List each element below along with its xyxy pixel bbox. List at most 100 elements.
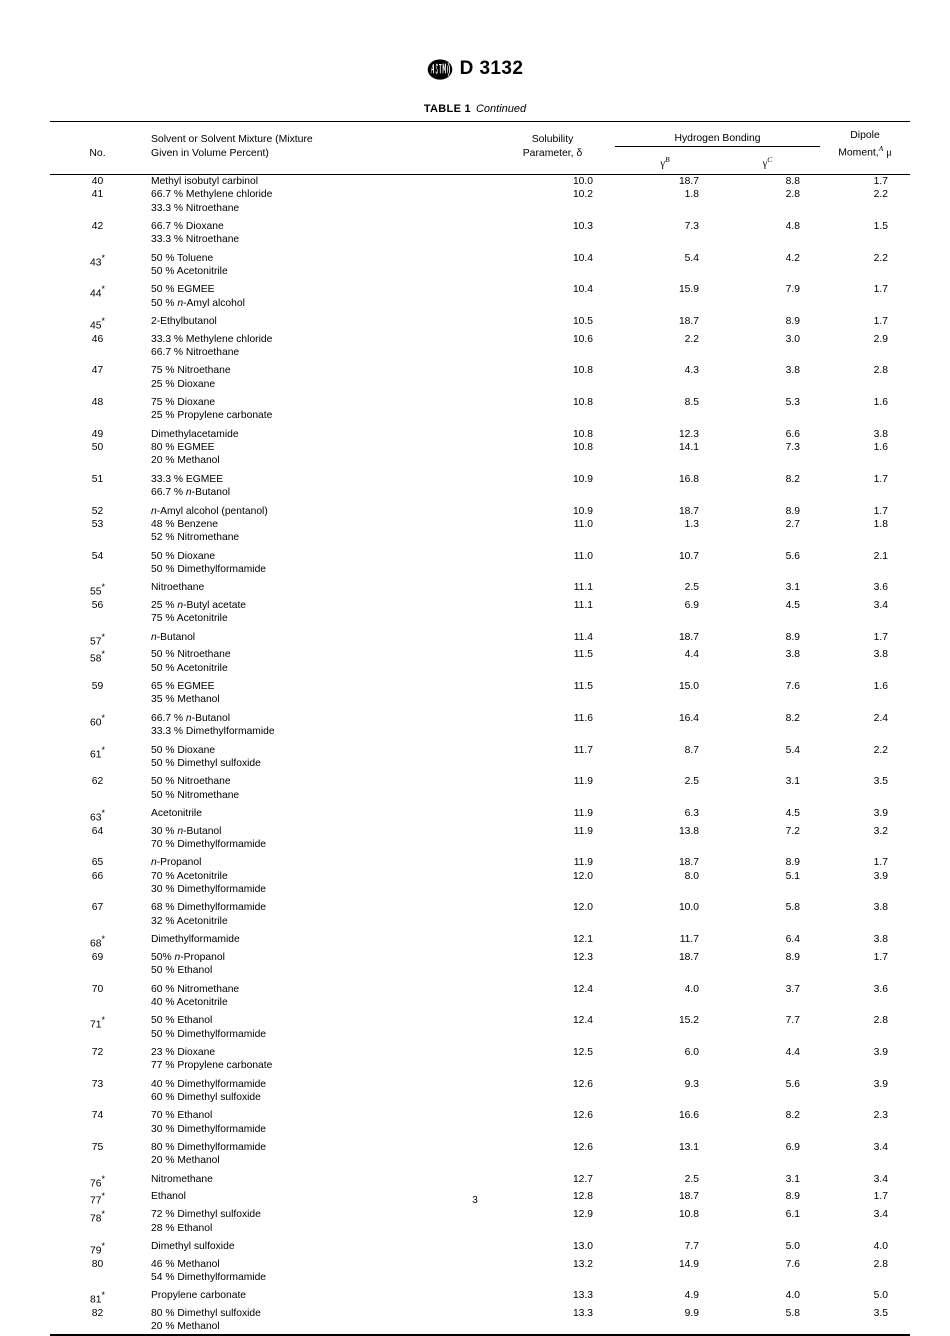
cell-gamma-b: 15.0 [678,681,699,693]
cell-solvent: 33.3 % EGMEE 66.7 % n-Butanol [145,468,490,500]
header-row-group: No. Solvent or Solvent Mixture (Mixture … [50,129,910,159]
table-row: 73 40 % Dimethylformamide 60 % Dimethyl su… [50,1073,910,1105]
cell-dipole-moment: 1.7 [873,951,888,963]
cell-gamma-c: 7.6 [785,681,800,693]
cell-gamma-b: 2.2 [684,333,699,345]
table-row: 60* 66.7 % n-Butanol 33.3 % Dimethylformam… [50,707,910,739]
cell-dipole-moment: 1.7 [873,315,888,327]
solvent-line-1: Nitromethane [151,1173,213,1185]
cell-dipole-moment: 3.9 [873,1046,888,1058]
solvent-line-1: 33.3 % Methylene chloride [151,333,273,345]
cell-number: 68* [90,934,105,950]
solvent-line-1: 50 % EGMEE [151,284,215,296]
table-header-rule [50,173,910,175]
cell-gamma-b: 8.7 [684,744,699,756]
cell-number: 73 [91,1078,104,1090]
cell-dipole-moment: 1.7 [873,284,888,296]
cell-solvent: 80 % Dimethylformamide 20 % Methanol [145,1136,490,1168]
cell-number: 66 [91,870,104,882]
solvent-header-line2: Given in Volume Percent) [151,147,269,159]
cell-number: 53 [91,518,104,530]
table-row: 55* Nitroethane 11.1 2.5 3.1 3.6 [50,576,910,599]
table-row: 67 68 % Dimethylformamide 32 % Acetonitril… [50,896,910,928]
solvent-line-1: 50% n-Propanol [151,951,225,963]
cell-solubility-parameter: 11.7 [573,744,593,756]
cell-solubility-parameter: 10.4 [572,284,593,296]
table-caption: TABLE 1 Continued [0,103,950,115]
cell-gamma-b: 6.0 [684,1046,699,1058]
solvent-line-1: Methyl isobutyl carbinol [151,175,259,187]
solvent-line-1: n-Butanol [151,631,196,643]
cell-gamma-c: 3.1 [785,1173,800,1185]
solvent-line-2: 66.7 % n-Butanol [151,487,231,499]
header-row-gamma: γB γC [50,147,910,174]
cell-dipole-moment: 2.9 [873,333,888,345]
cell-gamma-c: 2.7 [785,518,800,530]
footnote-star: * [101,1173,105,1184]
table-row: 44* 50 % EGMEE 50 % n-Amyl alcohol 10.4 15.9… [50,278,910,310]
cell-solvent: Nitromethane [145,1168,490,1191]
cell-solvent: 50 % Toluene 50 % Acetonitrile [145,247,490,279]
cell-gamma-b: 4.3 [684,365,699,377]
solvent-line-2: 52 % Nitromethane [151,532,240,544]
cell-dipole-moment: 1.6 [873,397,888,409]
cell-number: 48 [91,397,104,409]
solvent-line-1: 23 % Dioxane [151,1046,216,1058]
footnote-star: * [101,1209,105,1220]
cell-solubility-parameter: 13.3 [572,1308,593,1320]
cell-number: 55* [90,582,105,598]
dipole-header-superscript: A [878,144,884,154]
cell-dipole-moment: 3.4 [873,1173,888,1185]
cell-dipole-moment: 1.7 [873,505,888,517]
solvent-line-1: 48 % Benzene [151,518,218,530]
cell-solubility-parameter: 12.7 [572,1173,593,1185]
cell-number: 45* [90,315,105,332]
table-row: 81* Propylene carbonate 13.3 4.9 4.0 5.0 [50,1284,910,1307]
cell-number: 43* [90,252,105,269]
cell-dipole-moment: 1.7 [873,175,888,187]
solvent-line-2: 60 % Dimethyl sulfoxide [151,1091,261,1103]
cell-dipole-moment: 2.8 [873,365,888,377]
cell-gamma-b: 18.7 [678,175,699,187]
cell-solvent: 80 % EGMEE 20 % Methanol [145,441,490,468]
column-header-no: No. [89,147,106,159]
cell-gamma-c: 5.4 [785,744,800,756]
cell-number: 49 [91,428,104,440]
table-body: 40 Methyl isobutyl carbinol 10.0 18.7 8.8 1.7… [50,175,910,1334]
solvent-line-1: 50 % Toluene [151,252,214,264]
cell-gamma-b: 16.4 [678,712,699,724]
cell-dipole-moment: 3.5 [873,1308,888,1320]
cell-number: 82 [91,1308,104,1320]
solvent-line-1: 66.7 % n-Butanol [151,712,231,724]
cell-dipole-moment: 3.8 [873,934,888,946]
cell-solvent: Propylene carbonate [145,1284,490,1307]
solvent-line-1: 50 % Nitroethane [151,776,231,788]
cell-solubility-parameter: 12.1 [572,934,593,946]
cell-gamma-c: 5.8 [785,902,800,914]
table-row: 54 50 % Dioxane 50 % Dimethylformamide 11.0… [50,545,910,577]
cell-gamma-c: 8.9 [785,857,800,869]
solvent-line-2: 30 % Dimethylformamide [151,1123,267,1135]
cell-gamma-c: 3.8 [785,365,800,377]
cell-solubility-parameter: 11.9 [573,807,593,819]
cell-gamma-c: 6.1 [785,1209,800,1221]
table-row: 59 65 % EGMEE 35 % Methanol 11.5 15.0 7.6 1.6 [50,675,910,707]
cell-solubility-parameter: 12.8 [572,1191,593,1203]
solvent-line-1: Dimethyl sulfoxide [151,1240,235,1252]
footnote-star: * [101,744,105,755]
cell-solubility-parameter: 12.3 [572,951,593,963]
table-caption-label: TABLE 1 [423,103,471,115]
cell-dipole-moment: 1.7 [873,631,888,643]
cell-gamma-b: 7.3 [684,220,699,232]
cell-solubility-parameter: 12.5 [572,1046,593,1058]
cell-gamma-b: 10.0 [678,902,699,914]
cell-gamma-b: 1.8 [684,189,699,201]
cell-solvent: 50% n-Propanol 50 % Ethanol [145,951,490,978]
cell-solubility-parameter: 10.0 [572,175,593,187]
table-row: 74 70 % Ethanol 30 % Dimethylformamide 12.6… [50,1104,910,1136]
solvent-line-1: Dimethylacetamide [151,428,239,440]
dipole-header-line2: Moment, [838,147,879,159]
cell-gamma-b: 8.5 [684,397,699,409]
cell-solubility-parameter: 11.9 [573,857,593,869]
gamma-b-superscript: B [664,155,670,165]
